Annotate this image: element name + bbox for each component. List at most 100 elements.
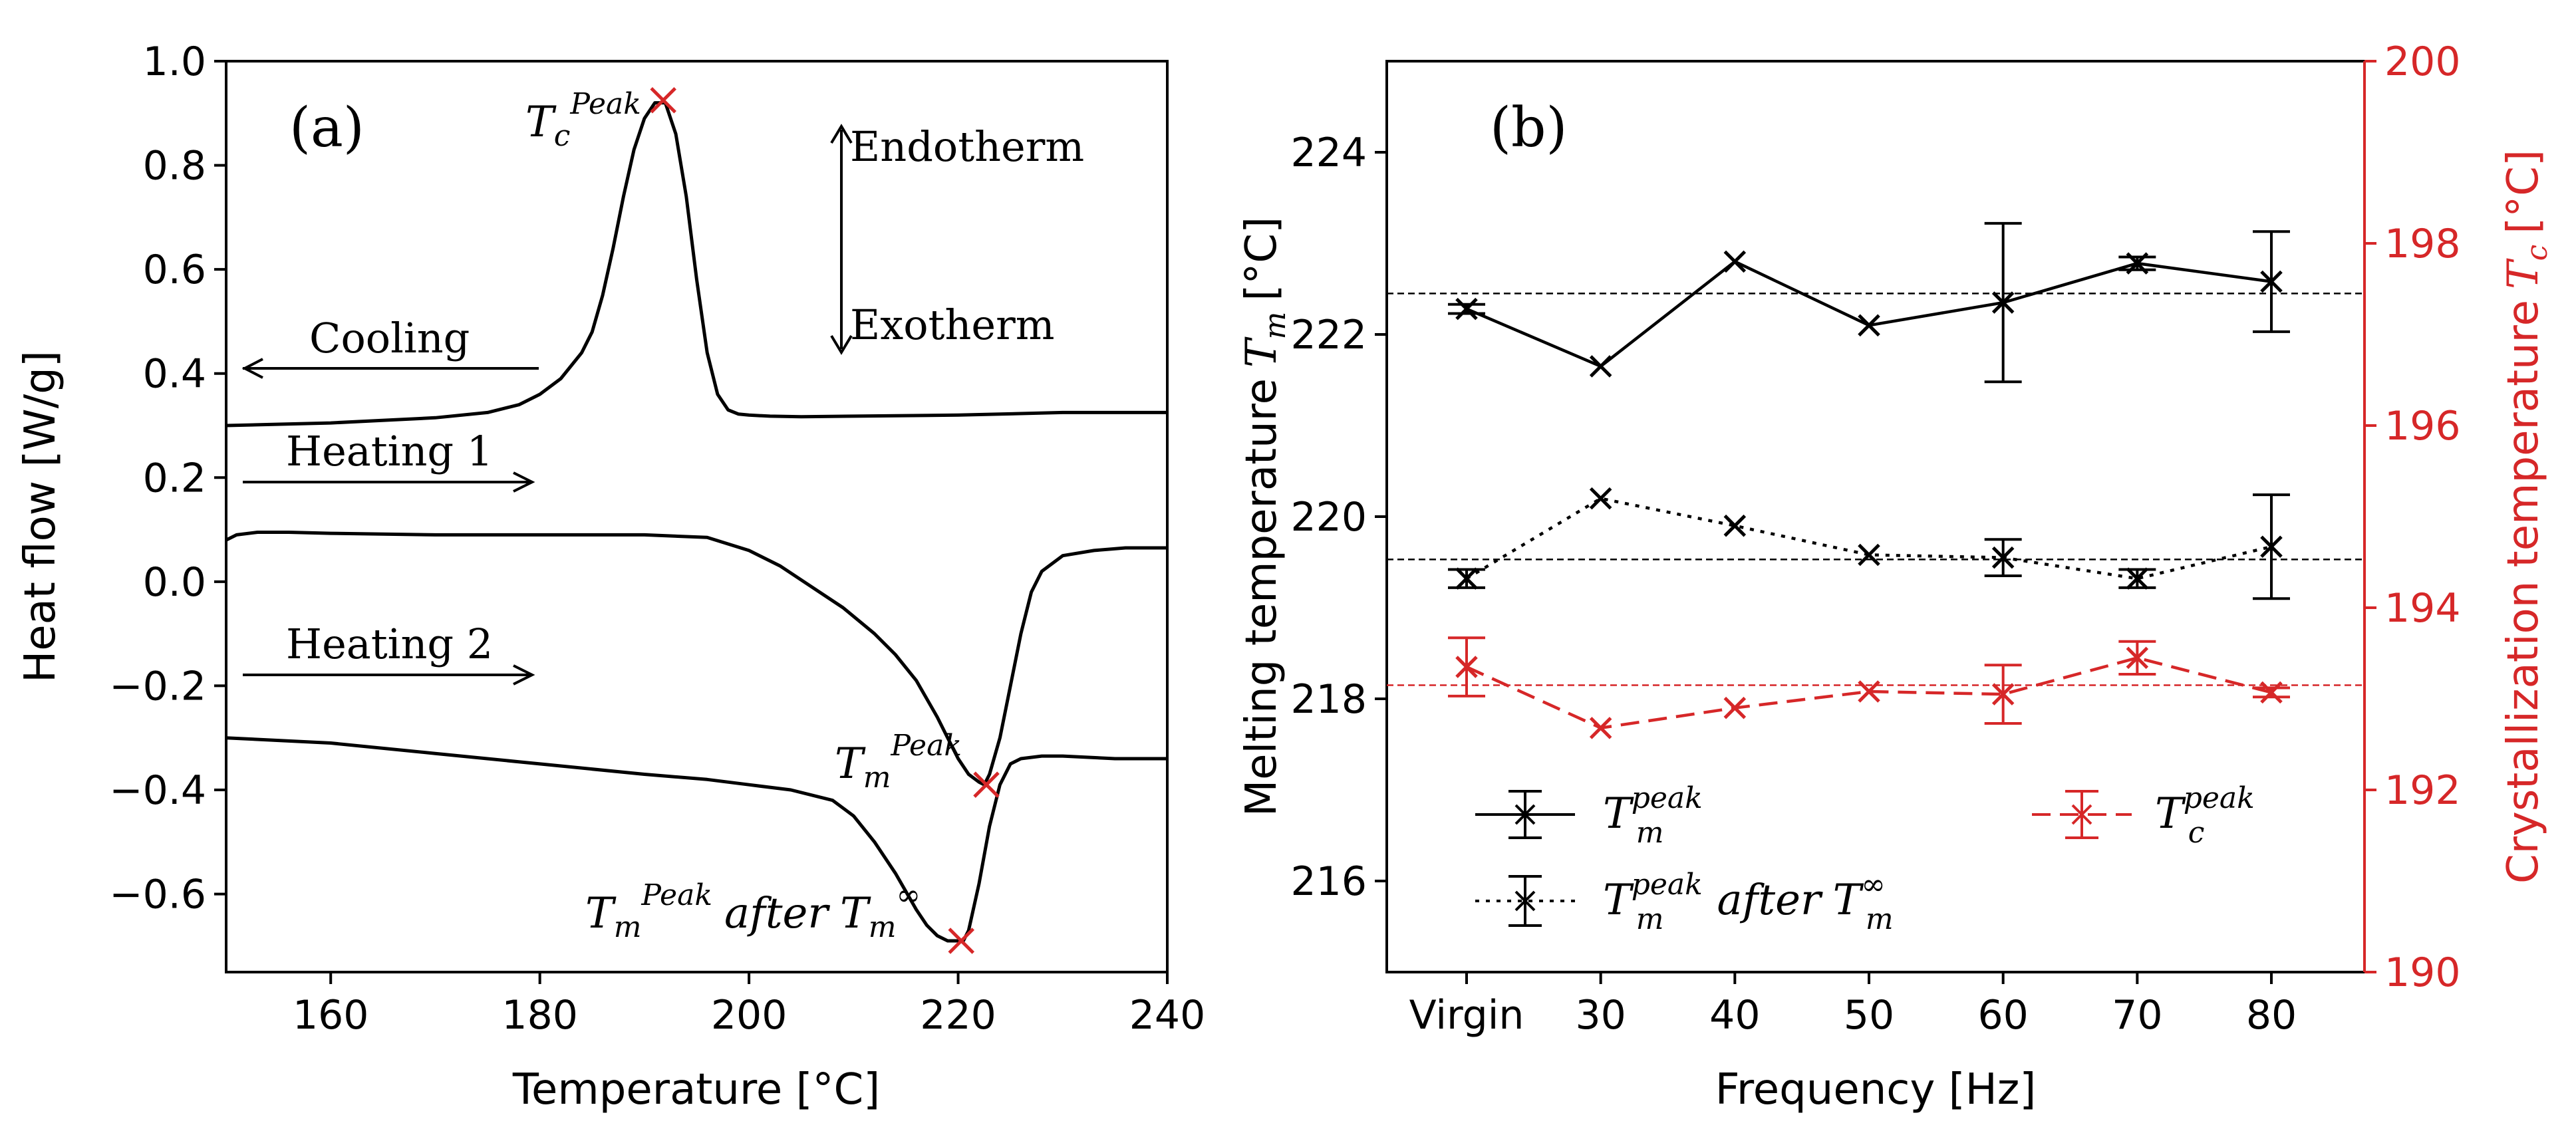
legend-tm-after-sup: peak <box>1632 868 1703 902</box>
b-data-point <box>1589 717 1612 739</box>
b-x-tick-label: 50 <box>1844 992 1894 1039</box>
tm-peak-sup: Peak <box>890 729 962 763</box>
exotherm-label: Exotherm <box>850 301 1055 349</box>
panel-a-peak-markers <box>650 86 1000 954</box>
panel-b-series <box>1448 221 2290 739</box>
tm-after-middle: after <box>724 889 830 938</box>
b-data-point <box>1858 680 1880 703</box>
panel-b-legend: Tpeak m Tpeak m after T∞ m Tpeak c <box>1475 781 2255 936</box>
tm-after-annotation: TmPeak after Tm∞ <box>585 878 921 944</box>
b-data-point <box>2260 535 2283 558</box>
a-peak-marker <box>973 771 1000 798</box>
panel-b-reference-lines <box>1387 293 2364 686</box>
a-curve-heating-1 <box>225 531 1167 787</box>
b-series-group <box>1448 636 2290 739</box>
b-data-point <box>1455 567 1478 590</box>
tm-peak-sub: m <box>863 761 891 795</box>
legend-tc-peak-sup: peak <box>2184 781 2255 815</box>
panel-b-frame <box>1385 60 2366 973</box>
tm-peak-annotation: TmPeak <box>835 729 962 795</box>
b-series-group <box>1448 221 2290 384</box>
b-x-tick-label: 60 <box>1977 992 2028 1039</box>
legend-tm-peak-symbol: T <box>1603 789 1634 838</box>
left-ylabel-unit: [°C] <box>1237 217 1286 301</box>
b-left-y-tick-label: 218 <box>1290 676 1367 723</box>
legend-tm-after-symbol2: T <box>1833 876 1864 925</box>
legend-entry-tc-peak: Tpeak c <box>2032 781 2255 850</box>
b-data-point <box>2126 252 2149 275</box>
cooling-label: Cooling <box>309 314 470 362</box>
b-right-y-tick-label: 198 <box>2384 221 2461 267</box>
b-data-point <box>1723 696 1747 719</box>
b-data-point <box>1455 656 1478 678</box>
legend-tm-after-symbol: T <box>1603 876 1634 925</box>
legend-marker-tm-peak <box>1514 803 1536 826</box>
b-data-point <box>2260 681 2283 704</box>
b-x-tick-label: 30 <box>1575 992 1626 1039</box>
tm-after-symbol: T <box>585 889 617 938</box>
b-right-y-tick-label: 194 <box>2384 585 2461 632</box>
right-ylabel-unit: [°C] <box>2499 150 2548 234</box>
a-y-tick-label: 0.2 <box>143 455 206 501</box>
tc-peak-sup: Peak <box>569 87 641 121</box>
b-series-group <box>1448 487 2290 600</box>
legend-tm-peak-sup: peak <box>1632 781 1703 815</box>
tc-peak-sub: c <box>554 119 571 153</box>
exo-arrow-head <box>830 334 853 355</box>
b-data-point <box>2126 646 2149 670</box>
b-data-point <box>1723 514 1747 537</box>
right-ylabel-text: Crystallization temperature <box>2499 300 2548 884</box>
a-x-tick-label: 160 <box>293 992 369 1039</box>
b-x-tick-label: 80 <box>2246 992 2297 1039</box>
cooling-arrow-head <box>241 358 263 379</box>
tm-after-sub2: m <box>869 910 897 944</box>
panel-b-label: (b) <box>1490 96 1567 160</box>
legend-tc-peak-sub: c <box>2188 816 2205 850</box>
heating2-label: Heating 2 <box>286 620 493 668</box>
a-y-tick-label: 0.8 <box>143 143 206 189</box>
tm-after-sup: Peak <box>641 878 712 912</box>
b-left-y-tick-label: 224 <box>1290 130 1367 176</box>
a-x-tick-label: 180 <box>501 992 578 1039</box>
left-ylabel-text: Melting temperature <box>1237 378 1286 817</box>
panel-a-x-axis-label: Temperature [°C] <box>512 1065 880 1114</box>
tc-peak-annotation: TcPeak <box>525 87 641 153</box>
a-y-tick-label: 0.4 <box>143 351 206 398</box>
tc-peak-symbol: T <box>525 98 557 147</box>
a-x-tick-label: 220 <box>920 992 996 1039</box>
tm-after-sup2: ∞ <box>896 878 921 912</box>
heating1-arrow-head <box>513 471 535 493</box>
endotherm-label: Endotherm <box>850 122 1084 171</box>
legend-tm-after-extra: after <box>1717 876 1823 925</box>
b-right-y-tick-label: 196 <box>2384 403 2461 449</box>
a-y-tick-label: 0.6 <box>143 247 206 293</box>
legend-tc-peak-symbol: T <box>2155 789 2186 838</box>
b-right-y-tick-label: 190 <box>2384 949 2461 996</box>
legend-entry-tm-peak: Tpeak m <box>1475 781 1703 850</box>
b-left-y-tick-label: 222 <box>1290 312 1367 358</box>
heating1-label: Heating 1 <box>286 427 493 475</box>
a-y-tick-label: −0.6 <box>109 872 206 918</box>
right-ylabel-symbol: T <box>2499 258 2548 289</box>
b-data-point <box>1991 683 2015 705</box>
legend-label-tm-peak: Tpeak m <box>1603 781 1703 850</box>
right-ylabel-sub: c <box>2520 245 2554 261</box>
legend-label-tc-peak: Tpeak c <box>2155 781 2255 850</box>
a-y-tick-label: 1.0 <box>143 39 206 85</box>
b-data-point <box>1858 543 1880 566</box>
b-left-y-tick-label: 220 <box>1290 494 1367 541</box>
b-data-point <box>1589 487 1612 510</box>
panel-b-left-y-ticks: 216 218 220 222 224 <box>1290 130 1387 905</box>
panel-b-x-axis-label: Frequency [Hz] <box>1715 1065 2037 1114</box>
legend-tm-after-sub2: m <box>1866 902 1894 936</box>
legend-tm-after-sup2: ∞ <box>1861 868 1886 902</box>
b-data-point <box>2260 270 2283 293</box>
a-curve-heating-2 <box>225 736 1167 943</box>
b-x-tick-label: 70 <box>2112 992 2162 1039</box>
b-data-point <box>1991 546 2015 569</box>
tm-peak-symbol: T <box>835 739 866 789</box>
legend-marker-tc-peak <box>2071 803 2092 826</box>
panel-b-left-y-axis-label: Melting temperature Tm [°C] <box>1237 217 1292 817</box>
b-right-y-tick-label: 192 <box>2384 767 2461 814</box>
